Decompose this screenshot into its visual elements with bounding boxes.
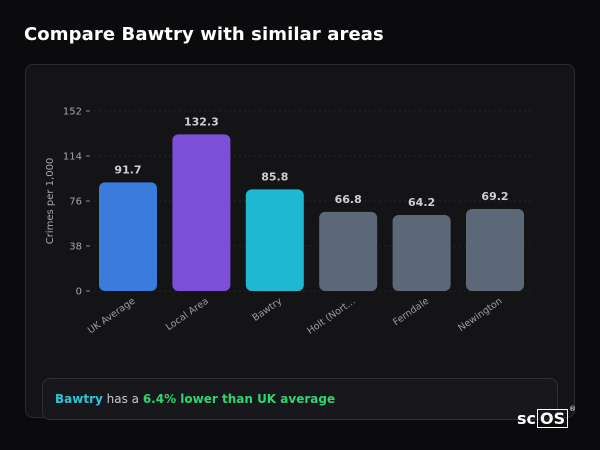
x-tick-label: Local Area: [164, 296, 211, 333]
x-tick-label: Ferndale: [391, 296, 431, 329]
bar: [172, 134, 231, 291]
bar-chart: Crimes per 1,000 0 38 76 114 152 91.7 UK Averag…: [45, 107, 534, 337]
bar: [392, 214, 451, 291]
x-tick-label: Bawtry: [251, 295, 285, 323]
note-highlight: 6.4% lower than UK average: [142, 392, 336, 406]
x-tick-label: UK Average: [86, 296, 138, 337]
bar: [466, 209, 524, 291]
brand-boxed: OS: [537, 408, 569, 428]
bar: [245, 189, 304, 291]
chart-card: Crimes per 1,000 0 38 76 114 152 91.7 UK Averag…: [25, 64, 575, 420]
data-label: 69.2: [481, 190, 508, 203]
data-label: 64.2: [408, 196, 435, 209]
data-label: 85.8: [261, 170, 288, 183]
bar: [99, 182, 157, 291]
y-tick-label: 152: [63, 107, 82, 118]
data-label: 66.8: [335, 193, 362, 206]
page-title: Compare Bawtry with similar areas: [24, 24, 384, 45]
note-middle-text: has a: [102, 392, 143, 406]
y-axis-label: Crimes per 1,000: [45, 158, 56, 245]
brand-logo: sc OS ®: [517, 405, 576, 429]
x-tick-label: Newington: [456, 296, 504, 334]
x-tick-label: Holt (Nort…: [305, 296, 357, 337]
comparison-note: Bawtry has a 6.4% lower than UK average: [42, 378, 558, 420]
y-tick-label: 114: [63, 152, 82, 163]
y-tick-label: 76: [69, 197, 82, 208]
y-tick-label: 0: [76, 287, 82, 298]
data-label: 91.7: [114, 163, 141, 176]
data-label: 132.3: [184, 115, 219, 128]
y-tick-label: 38: [69, 242, 82, 253]
note-area-name: Bawtry: [55, 392, 103, 406]
brand-registered-mark: ®: [569, 405, 576, 413]
bar: [319, 211, 378, 291]
brand-prefix: sc: [517, 408, 537, 428]
